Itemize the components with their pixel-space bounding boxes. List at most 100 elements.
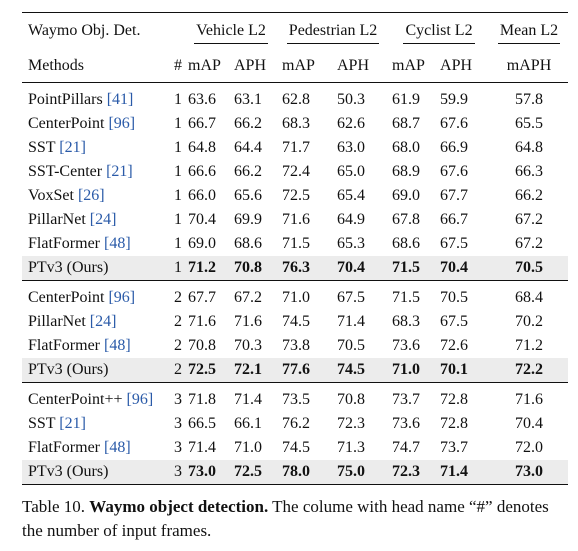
dataset-label: Waymo Obj. Det.: [22, 12, 166, 49]
citation-link[interactable]: [24]: [89, 211, 117, 228]
results-table-container: Waymo Obj. Det. Vehicle L2 Pedestrian L2…: [22, 12, 569, 485]
metric-cell: 71.4: [436, 460, 491, 485]
metric-cell: 65.3: [337, 235, 365, 252]
metric-cell: 72.4: [282, 163, 310, 180]
metric-cell: 71.4: [230, 382, 278, 412]
group-header-vehicle: Vehicle L2: [184, 12, 278, 49]
method-name: VoxSet: [28, 187, 78, 204]
col-header: APH: [234, 56, 267, 74]
table-row: FlatFormer [48] 2 70.8 70.3 73.8 70.5 73.6 72.6…: [22, 334, 568, 358]
metric-cell: 70.4: [436, 256, 491, 281]
citation-link[interactable]: [96]: [126, 391, 154, 408]
metric-cell: 67.6: [440, 163, 469, 180]
metric-cell: 74.5: [333, 358, 389, 383]
metric-cell: 66.2: [234, 115, 262, 132]
method-name-cell: PillarNet [24]: [22, 208, 166, 232]
metric-cell: 71.0: [234, 439, 262, 456]
citation-link[interactable]: [41]: [106, 91, 134, 108]
method-name: SST: [28, 139, 60, 156]
table-row-ours: PTv3 (Ours) 1 71.2 70.8 76.3 70.4 71.5 70.4 70.5: [22, 256, 569, 281]
metric-cell: 73.8: [282, 337, 310, 354]
method-name-cell: SST-Center [21]: [22, 160, 166, 184]
metric-cell: 67.5: [333, 280, 389, 310]
metric-cell: 72.8: [440, 415, 469, 432]
metric-cell: 66.6: [188, 163, 216, 180]
method-name: SST: [28, 415, 60, 432]
metric-cell: 73.7: [440, 439, 469, 456]
waymo-results-table: Waymo Obj. Det. Vehicle L2 Pedestrian L2…: [22, 12, 569, 485]
method-name: PTv3 (Ours): [28, 259, 109, 276]
metric-cell: 59.9: [436, 82, 491, 112]
group-header-cyclist: Cyclist L2: [388, 12, 491, 49]
group-header-row: Waymo Obj. Det. Vehicle L2 Pedestrian L2…: [22, 12, 569, 49]
method-name: CenterPoint: [28, 115, 109, 132]
method-name: PTv3 (Ours): [28, 361, 109, 378]
metric-cell: 70.8: [188, 337, 216, 354]
column-header-row: Methods # mAP APH mAP APH mAP APH mAPH: [22, 49, 568, 83]
metric-cell: 67.7: [184, 280, 230, 310]
metric-cell: 72.6: [440, 337, 469, 354]
metric-cell: 71.4: [188, 439, 216, 456]
method-name-cell: PillarNet [24]: [22, 310, 166, 334]
citation-link[interactable]: [26]: [77, 187, 105, 204]
frames-cell: 3: [166, 460, 184, 485]
group-header-pedestrian: Pedestrian L2: [278, 12, 389, 49]
method-name: PillarNet: [28, 313, 90, 330]
metric-cell: 68.4: [490, 280, 569, 310]
metric-cell: 65.6: [234, 187, 262, 204]
metric-cell: 70.4: [188, 211, 216, 228]
method-name-cell: PTv3 (Ours): [22, 460, 166, 485]
table-row: PointPillars [41] 1 63.6 63.1 62.8 50.3 61.9 59…: [22, 82, 569, 112]
metric-cell: 71.2: [184, 256, 230, 281]
metric-cell: 67.5: [440, 313, 469, 330]
metric-cell: 71.5: [282, 235, 310, 252]
table-row: FlatFormer [48] 3 71.4 71.0 74.5 71.3 74.7 73.7…: [22, 436, 568, 460]
metric-cell: 71.6: [234, 313, 262, 330]
metric-cell: 68.3: [392, 313, 421, 330]
metric-cell: 78.0: [278, 460, 333, 485]
table-row: PillarNet [24] 2 71.6 71.6 74.5 71.4 68.3 67.5 7…: [22, 310, 568, 334]
frames-cell: 1: [174, 211, 182, 228]
metric-cell: 72.3: [388, 460, 437, 485]
metric-cell: 73.7: [388, 382, 437, 412]
col-header: APH: [440, 56, 473, 74]
metric-cell: 72.5: [282, 187, 310, 204]
metric-cell: 73.0: [184, 460, 230, 485]
citation-link[interactable]: [96]: [108, 115, 136, 132]
citation-link[interactable]: [48]: [104, 439, 131, 456]
metric-cell: 68.0: [392, 139, 421, 156]
metric-cell: 72.8: [436, 382, 491, 412]
metric-cell: 57.8: [490, 82, 569, 112]
metric-cell: 68.9: [392, 163, 421, 180]
metric-cell: 71.0: [278, 280, 333, 310]
frames-cell: 3: [174, 439, 182, 456]
citation-link[interactable]: [21]: [106, 163, 133, 180]
method-name-cell: VoxSet [26]: [22, 184, 166, 208]
table-row: PillarNet [24] 1 70.4 69.9 71.6 64.9 67.8 66.7 6…: [22, 208, 568, 232]
frames-cell: 1: [166, 82, 184, 112]
citation-link[interactable]: [48]: [104, 235, 131, 252]
frames-cell: 1: [174, 115, 182, 132]
citation-link[interactable]: [96]: [108, 289, 136, 306]
citation-link[interactable]: [21]: [59, 415, 86, 432]
metric-cell: 69.9: [234, 211, 262, 228]
citation-link[interactable]: [21]: [59, 139, 86, 156]
metric-cell: 64.9: [337, 211, 365, 228]
metric-cell: 66.1: [234, 415, 262, 432]
metric-cell: 71.0: [388, 358, 437, 383]
table-row: VoxSet [26] 1 66.0 65.6 72.5 65.4 69.0 67.7 66.2: [22, 184, 568, 208]
metric-cell: 72.0: [515, 439, 544, 456]
frames-cell: 2: [166, 358, 184, 383]
metric-cell: 72.5: [230, 460, 278, 485]
method-name-cell: FlatFormer [48]: [22, 232, 166, 256]
methods-header: Methods: [28, 56, 84, 74]
metric-cell: 67.2: [515, 235, 544, 252]
col-header: mAP: [392, 56, 425, 74]
citation-link[interactable]: [24]: [89, 313, 117, 330]
caption-label: Table 10.: [22, 497, 90, 516]
metric-cell: 67.6: [440, 115, 469, 132]
metric-cell: 69.0: [392, 187, 421, 204]
method-name-cell: SST [21]: [22, 136, 166, 160]
metric-cell: 67.2: [515, 211, 544, 228]
citation-link[interactable]: [48]: [104, 337, 131, 354]
